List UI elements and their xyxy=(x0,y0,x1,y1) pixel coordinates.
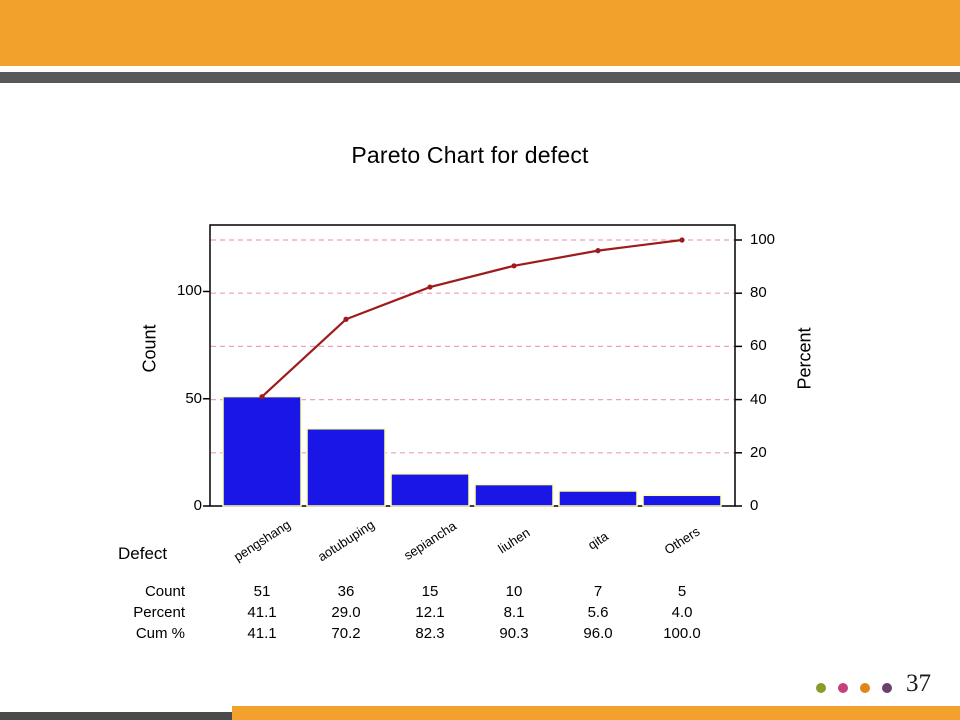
table-value: 15 xyxy=(421,583,439,600)
cumulative-point xyxy=(427,284,433,290)
footer-dot xyxy=(816,683,826,693)
table-value: 29.0 xyxy=(331,604,361,621)
footer-orange-bar xyxy=(232,706,960,720)
right-axis-tick-label: 20 xyxy=(750,443,767,461)
table-value: 36 xyxy=(337,583,355,600)
table-value: 41.1 xyxy=(247,625,277,642)
table-value: 90.3 xyxy=(499,625,529,642)
defect-bar xyxy=(222,395,302,507)
footer-dot xyxy=(882,683,892,693)
defect-bar xyxy=(474,483,554,507)
right-axis-tick-label: 60 xyxy=(750,337,767,355)
cumulative-point xyxy=(259,394,265,400)
left-axis-tick-label: 100 xyxy=(176,282,202,300)
cumulative-point xyxy=(595,248,601,254)
table-value: 82.3 xyxy=(415,625,445,642)
table-value: 100.0 xyxy=(663,625,701,642)
defect-bar xyxy=(306,428,386,507)
cumulative-line xyxy=(261,238,683,398)
footer-gray-bar xyxy=(0,712,232,720)
cumulative-point xyxy=(343,316,349,322)
cumulative-point xyxy=(679,237,685,243)
table-value: 4.0 xyxy=(671,604,693,621)
right-axis-tick-label: 80 xyxy=(750,284,767,302)
defect-bar xyxy=(558,490,638,507)
cumulative-point xyxy=(511,263,517,269)
table-row-label: Cum % xyxy=(135,625,185,642)
left-axis-tick-label: 50 xyxy=(185,389,202,407)
table-value: 70.2 xyxy=(331,625,361,642)
table-value: 5.6 xyxy=(587,604,609,621)
footer-dot-row xyxy=(816,683,892,693)
defect-table-label: Defect xyxy=(118,544,168,563)
footer-dot xyxy=(860,683,870,693)
defect-bar xyxy=(390,473,470,507)
table-row-label: Count xyxy=(144,583,185,600)
page-number: 37 xyxy=(906,670,931,697)
header-orange-bar xyxy=(0,0,960,66)
table-row-label: Percent xyxy=(133,604,185,621)
footer-dot xyxy=(838,683,848,693)
chart-title: Pareto Chart for defect xyxy=(351,142,589,168)
table-value: 7 xyxy=(593,583,603,600)
table-value: 5 xyxy=(677,583,687,600)
table-value: 8.1 xyxy=(503,604,525,621)
right-axis-tick-label: 40 xyxy=(750,390,767,408)
right-axis-tick-label: 100 xyxy=(750,231,776,248)
left-axis-tick-label: 0 xyxy=(193,497,202,514)
right-axis-tick-label: 0 xyxy=(750,497,759,514)
table-value: 12.1 xyxy=(415,604,445,621)
header-gray-strip xyxy=(0,72,960,83)
table-value: 96.0 xyxy=(583,625,613,642)
table-value: 51 xyxy=(253,583,271,600)
table-value: 41.1 xyxy=(247,604,277,621)
table-value: 10 xyxy=(505,583,523,600)
defect-bar xyxy=(642,494,722,507)
